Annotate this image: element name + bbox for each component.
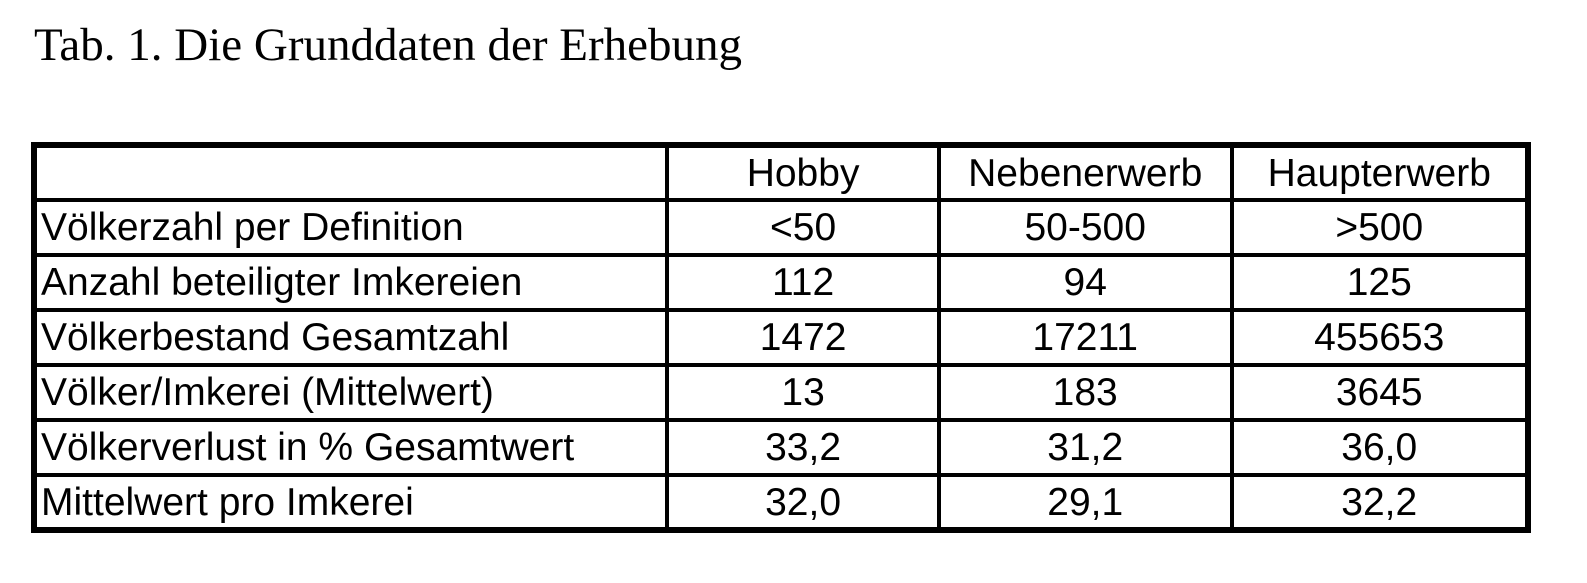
column-header: Hobby: [665, 143, 941, 202]
table-cell: 33,2: [665, 418, 941, 477]
table-cell: <50: [665, 198, 941, 257]
header-row: Hobby Nebenerwerb Haupterwerb: [31, 143, 1530, 202]
table-cell: >500: [1229, 198, 1530, 257]
table-cell: 183: [936, 363, 1234, 422]
table-cell: 112: [665, 253, 941, 312]
table-cell: 31,2: [936, 418, 1234, 477]
table-cell: 17211: [936, 308, 1234, 367]
table-row: Völkerzahl per Definition <50 50-500 >500: [31, 198, 1530, 257]
table-cell: 3645: [1229, 363, 1530, 422]
table-cell: 125: [1229, 253, 1530, 312]
table-row: Völkerverlust in % Gesamtwert 33,2 31,2 36,…: [31, 418, 1530, 477]
document-title: Tab. 1. Die Grunddaten der Erhebung: [34, 19, 743, 71]
table-cell: 32,0: [665, 473, 941, 532]
table-cell: 94: [936, 253, 1234, 312]
table-row: Völkerbestand Gesamtzahl 1472 17211 455653: [31, 308, 1530, 367]
corner-cell: [31, 143, 670, 202]
column-header: Haupterwerb: [1229, 143, 1530, 202]
row-header: Mittelwert pro Imkerei: [31, 473, 670, 532]
table-cell: 29,1: [936, 473, 1234, 532]
table-row: Mittelwert pro Imkerei 32,0 29,1 32,2: [31, 473, 1530, 532]
table-cell: 13: [665, 363, 941, 422]
row-header: Völkerzahl per Definition: [31, 198, 670, 257]
row-header: Völkerverlust in % Gesamtwert: [31, 418, 670, 477]
table-row: Völker/Imkerei (Mittelwert) 13 183 3645: [31, 363, 1530, 422]
table-cell: 36,0: [1229, 418, 1530, 477]
data-table: Hobby Nebenerwerb Haupterwerb Völkerzahl pe…: [31, 142, 1531, 533]
table-row: Anzahl beteiligter Imkereien 112 94 125: [31, 253, 1530, 312]
table-cell: 32,2: [1229, 473, 1530, 532]
row-header: Völkerbestand Gesamtzahl: [31, 308, 670, 367]
table-cell: 455653: [1229, 308, 1530, 367]
row-header: Anzahl beteiligter Imkereien: [31, 253, 670, 312]
row-header: Völker/Imkerei (Mittelwert): [31, 363, 670, 422]
table-cell: 1472: [665, 308, 941, 367]
column-header: Nebenerwerb: [936, 143, 1234, 202]
table-cell: 50-500: [936, 198, 1234, 257]
